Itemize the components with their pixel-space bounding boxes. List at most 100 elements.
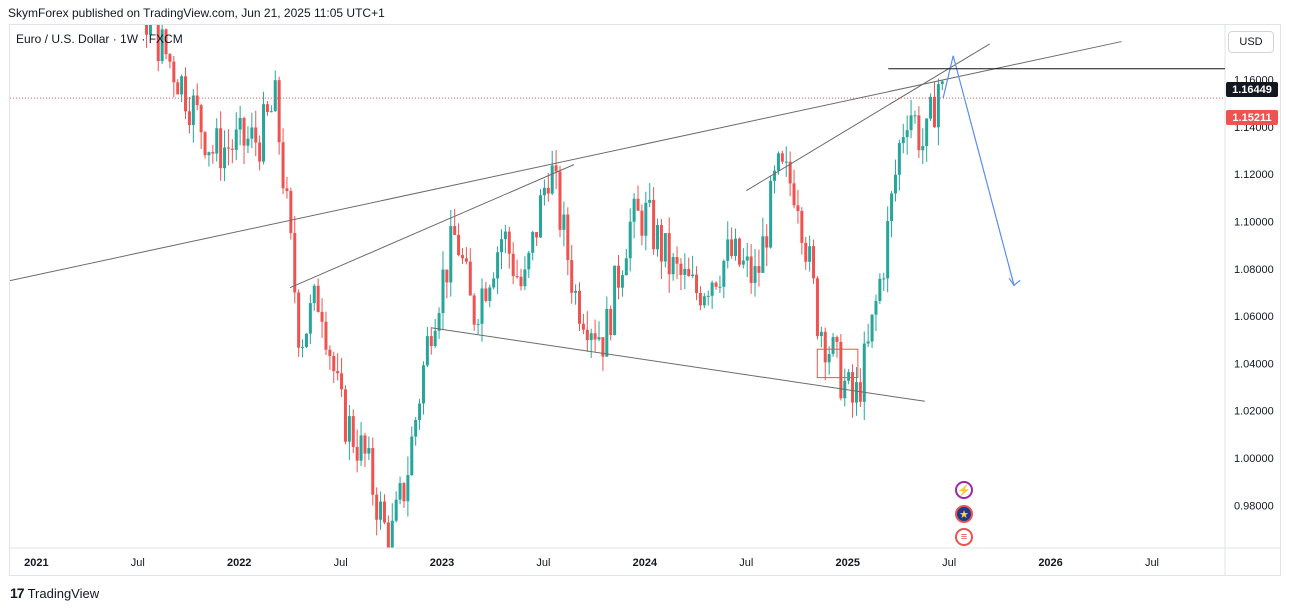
candle-body: [765, 236, 769, 248]
candle-body: [191, 95, 195, 126]
tradingview-brand: TradingView: [27, 585, 100, 601]
candle-body: [441, 269, 445, 314]
candle-body: [835, 337, 839, 342]
candle-body: [663, 233, 667, 262]
eu-flag-icon[interactable]: ★: [955, 505, 973, 523]
candle-body: [909, 115, 913, 131]
lightning-icon[interactable]: ⚡: [955, 481, 973, 499]
trendline-channel-lower: [431, 327, 925, 402]
candle-body: [281, 142, 285, 189]
candle-body: [464, 258, 468, 262]
candle-body: [343, 389, 347, 442]
chart-frame: [9, 24, 1281, 576]
candle-body: [515, 276, 519, 278]
candle-body: [472, 295, 476, 325]
candle-body: [570, 260, 574, 293]
candle-body: [667, 233, 671, 275]
y-tick-label: 1.00000: [1234, 453, 1274, 465]
candle-body: [593, 333, 597, 340]
candle-body: [913, 115, 917, 117]
candle-body: [496, 252, 500, 279]
us-flag-icon[interactable]: ≡: [955, 528, 973, 546]
candle-body: [613, 265, 617, 335]
candle-body: [632, 198, 636, 222]
candle-body: [589, 333, 593, 341]
candle-body: [293, 233, 297, 293]
candle-body: [659, 224, 663, 262]
candle-body: [328, 349, 332, 357]
x-tick-label: Jul: [739, 557, 753, 569]
candle-body: [211, 152, 215, 154]
candle-body: [351, 416, 355, 447]
candle-body: [265, 104, 269, 112]
candle-body: [355, 446, 359, 461]
currency-button[interactable]: USD: [1228, 31, 1274, 53]
candle-body: [468, 261, 472, 296]
candle-body: [581, 323, 585, 330]
candle-body: [203, 132, 207, 156]
candle-body: [718, 286, 722, 288]
candle-body: [624, 258, 628, 276]
candle-body: [734, 238, 738, 257]
candle-body: [882, 278, 886, 280]
candle-body: [936, 84, 940, 128]
candle-body: [749, 256, 753, 283]
candle-body: [617, 265, 621, 288]
candle-body: [445, 269, 449, 283]
candle-body: [390, 520, 394, 548]
candle-body: [866, 341, 870, 344]
candle-body: [234, 129, 238, 150]
candle-body: [601, 337, 605, 357]
candle-body: [297, 292, 301, 348]
projection-path: [942, 55, 1015, 286]
footer-brand: 17 TradingView: [10, 585, 99, 601]
candle-body: [304, 333, 308, 347]
candle-body: [531, 232, 535, 253]
candle-body: [254, 127, 258, 143]
candle-body: [792, 183, 796, 206]
candle-body: [854, 382, 858, 403]
candle-body: [164, 29, 168, 55]
candle-body: [687, 268, 691, 277]
candle-body: [199, 105, 203, 133]
candle-body: [893, 174, 897, 194]
candle-body: [773, 170, 777, 181]
candle-body: [546, 187, 550, 194]
candle-body: [418, 403, 422, 420]
candle-body: [609, 308, 613, 335]
candle-body: [839, 341, 843, 399]
candle-body: [679, 263, 683, 275]
trendline-recent-rising: [746, 43, 990, 192]
y-tick-label: 1.12000: [1234, 169, 1274, 181]
candle-body: [511, 253, 515, 277]
candle-body: [562, 214, 566, 230]
candle-body: [585, 329, 589, 341]
candle-body: [425, 336, 429, 366]
candle-body: [460, 255, 464, 259]
candle-body: [184, 76, 188, 112]
candle-body: [382, 501, 386, 523]
candle-body: [691, 274, 695, 277]
candle-body: [153, 15, 156, 17]
candle-body: [172, 61, 176, 83]
candle-body: [336, 371, 340, 374]
candle-body: [320, 311, 324, 322]
candle-body: [67, 0, 70, 3]
y-tick-label: 1.08000: [1234, 264, 1274, 276]
candle-body: [145, 25, 149, 35]
candle-body: [788, 161, 792, 184]
candle-body: [492, 278, 496, 288]
candle-body: [503, 231, 507, 240]
x-tick-label: 2024: [633, 557, 658, 569]
candle-body: [312, 285, 316, 304]
resistance-price-label: 1.16449: [1226, 82, 1278, 97]
candle-body: [890, 193, 894, 222]
candle-body: [804, 242, 808, 262]
candle-body: [874, 301, 878, 315]
x-tick-label: 2021: [24, 557, 48, 569]
candle-body: [761, 236, 765, 273]
candle-body: [433, 330, 437, 347]
candle-body: [827, 353, 831, 363]
candle-body: [706, 295, 710, 297]
